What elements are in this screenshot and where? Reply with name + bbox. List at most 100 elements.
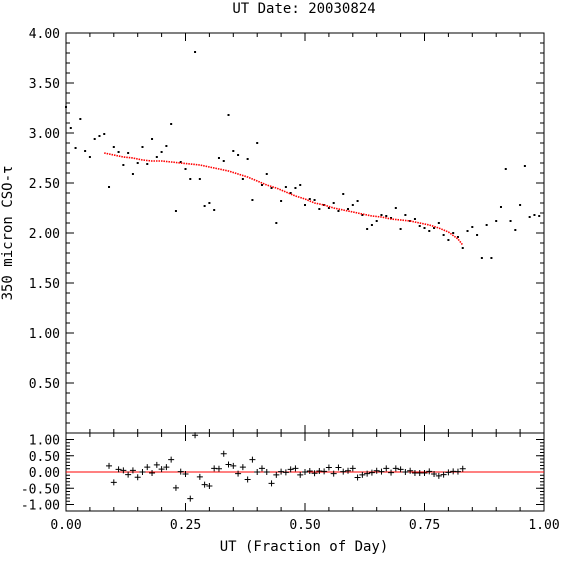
data-point [495,220,498,222]
data-point [112,146,115,148]
data-point [198,178,201,180]
data-point [385,215,388,217]
data-point [413,218,416,220]
residual-point [172,484,179,491]
residual-point [311,470,318,477]
residual-point [134,474,141,481]
residual-point [201,481,208,488]
residual-point [106,462,113,469]
data-point [514,229,517,231]
residual-point [373,467,380,474]
data-point [174,210,177,212]
data-point [399,228,402,230]
residual-point [368,469,375,476]
data-point [165,145,168,147]
data-point [184,168,187,170]
residual-point [263,469,270,475]
residual-point [321,468,328,475]
residual-point [235,470,242,477]
residual-point [364,470,371,477]
data-point [280,200,283,202]
data-point [79,118,82,120]
residual-point [153,461,160,468]
residual-point [359,471,366,478]
residual-y-axis: -1.00 -0.500.000.501.00 [21,434,544,514]
fit-curve [104,152,464,246]
residual-point [349,465,356,472]
data-point [332,202,335,204]
main-panel: 0.50 1.00 1.50 2.00 2.50 3.00 3.50 4.00 [29,27,545,434]
data-point [342,193,345,195]
y-tick-label: 4.00 [29,27,60,42]
data-point [213,209,216,211]
residual-point [258,465,265,472]
residual-point [454,468,461,475]
data-point [203,205,206,207]
data-point [509,220,512,222]
data-point [471,226,474,228]
data-point [227,114,230,116]
data-point [504,168,507,170]
data-point [447,239,450,241]
data-point [390,217,393,219]
residual-point [426,468,433,475]
residual-point [220,450,227,457]
data-point [270,187,273,189]
residual-point [110,479,117,486]
data-point [256,142,259,144]
residual-point [115,466,122,473]
residual-point [388,469,395,476]
residual-point [345,467,352,474]
y-tick-label: 1.00 [29,327,60,342]
x-tick-label: 0.75 [409,518,440,533]
residual-point [306,468,313,475]
data-point [499,206,502,208]
data-point [490,257,493,259]
residual-point [278,468,285,475]
data-point [380,214,383,216]
x-axis-title: UT (Fraction of Day) [220,539,389,555]
residual-point [249,456,256,463]
data-point [194,51,197,53]
data-point [299,184,302,186]
residual-point [254,469,261,475]
data-point [108,186,111,188]
data-point [88,156,91,158]
data-point [466,230,469,232]
residual-point [158,466,165,473]
residual-point [435,472,442,479]
data-point [476,234,479,236]
data-point [437,222,440,224]
data-point [122,164,125,166]
data-point [93,138,96,140]
residual-point [340,468,347,475]
residual-point [440,471,447,478]
residual-point [287,466,294,473]
data-point [366,228,369,230]
residual-point [445,469,452,476]
residual-point [192,432,199,439]
data-point [265,173,268,175]
residual-panel: -1.00 -0.500.000.501.00 [21,432,545,514]
residual-point [392,465,399,472]
data-point [160,151,163,153]
data-point [117,151,120,153]
data-point [146,163,149,165]
data-point [523,165,526,167]
data-point [260,184,263,186]
residual-point [230,462,237,469]
residual-point [397,466,404,473]
res-y-tick-label: -1.00 [21,499,60,514]
data-point [485,224,488,226]
data-point [308,198,311,200]
data-point [136,162,139,164]
data-point [294,187,297,189]
residual-point [215,465,222,472]
data-point [237,154,240,156]
residual-point [144,464,151,471]
data-point [98,135,101,137]
chart-title: UT Date: 20030824 [232,1,375,17]
data-point [74,147,77,149]
data-point [423,227,426,229]
